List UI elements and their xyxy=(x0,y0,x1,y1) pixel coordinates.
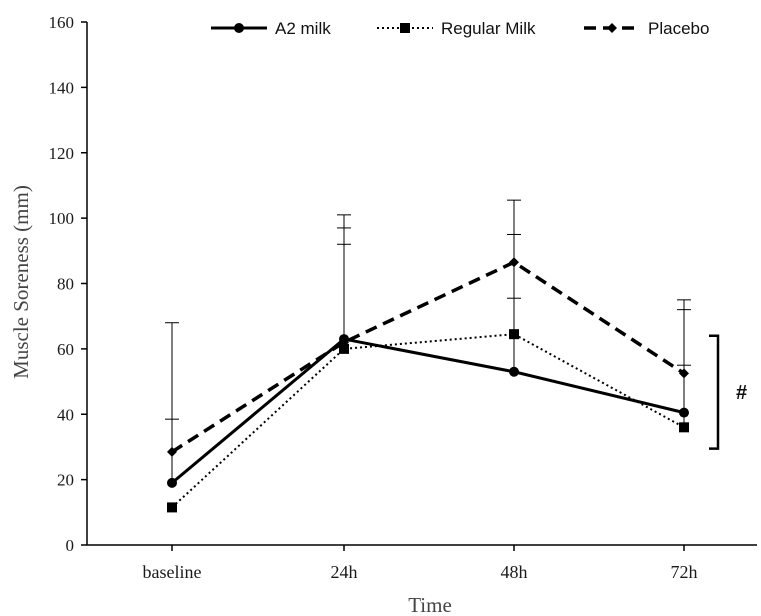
data-point xyxy=(167,502,177,513)
legend-swatch-marker xyxy=(234,23,244,33)
data-point xyxy=(679,407,689,418)
x-tick-label: 24h xyxy=(331,562,358,582)
y-tick-label: 40 xyxy=(57,405,74,424)
data-point xyxy=(167,446,177,457)
data-point xyxy=(679,368,689,379)
y-tick-label: 60 xyxy=(57,340,74,359)
data-point xyxy=(679,422,689,433)
y-tick-label: 140 xyxy=(49,78,75,97)
series-markers xyxy=(167,257,689,513)
series-line xyxy=(171,333,685,509)
series-line xyxy=(171,337,685,485)
y-tick-label: 120 xyxy=(49,144,75,163)
data-point xyxy=(509,329,519,340)
x-tick-label: 72h xyxy=(671,562,698,582)
axes: 0 20 40 60 80 100 120 140 160 baseline 24h 48h 72h xyxy=(49,13,757,582)
y-tick-label: 160 xyxy=(49,13,75,32)
y-tick-label: 0 xyxy=(66,536,75,555)
legend-swatch-marker xyxy=(400,23,410,33)
legend-label: Regular Milk xyxy=(441,19,536,38)
y-tick-label: 100 xyxy=(49,209,75,228)
data-point xyxy=(339,337,349,348)
series-lines xyxy=(171,260,685,509)
series-line xyxy=(171,260,685,454)
legend-swatch-marker xyxy=(607,23,617,33)
x-tick-label: 48h xyxy=(501,562,528,582)
x-tick-label: baseline xyxy=(143,562,202,582)
significance-annotation: # xyxy=(709,334,747,450)
data-point xyxy=(509,366,519,377)
x-axis-title: Time xyxy=(408,593,452,616)
y-tick-label: 20 xyxy=(57,471,74,490)
significance-marker: # xyxy=(736,382,747,404)
data-point xyxy=(167,477,177,488)
data-point xyxy=(339,343,349,354)
significance-bracket xyxy=(709,334,720,450)
error-bars xyxy=(165,199,691,483)
data-point xyxy=(509,257,519,268)
y-axis-title: Muscle Soreness (mm) xyxy=(9,185,33,379)
y-tick-label: 80 xyxy=(57,275,74,294)
legend-label: A2 milk xyxy=(275,19,331,38)
legend-label: Placebo xyxy=(648,19,709,38)
legend: A2 milk Regular Milk Placebo xyxy=(211,19,709,38)
